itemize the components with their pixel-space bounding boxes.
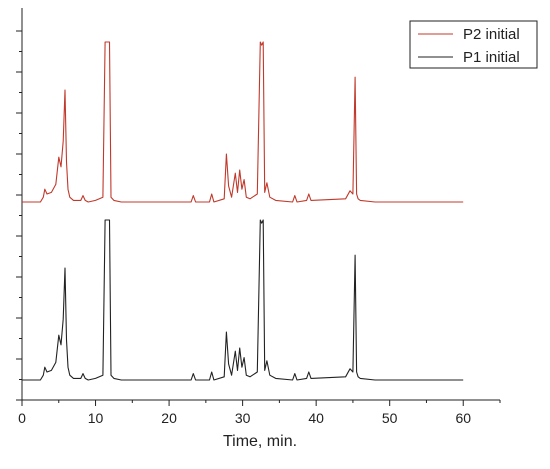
x-tick-label: 40 bbox=[308, 410, 324, 426]
series-line-p2-initial bbox=[22, 41, 464, 203]
series-layer bbox=[22, 41, 464, 381]
plot-frame bbox=[21, 8, 500, 401]
legend: P2 initial P1 initial bbox=[409, 20, 538, 69]
x-tick-label: 60 bbox=[455, 410, 471, 426]
y-axis-ticks bbox=[16, 30, 22, 401]
x-tick-label: 20 bbox=[161, 410, 177, 426]
series-line-p1-initial bbox=[22, 219, 464, 381]
x-tick-label: 10 bbox=[88, 410, 104, 426]
legend-box bbox=[409, 20, 538, 69]
x-axis-title: Time, min. bbox=[223, 433, 297, 450]
x-tick-label: 50 bbox=[382, 410, 398, 426]
x-tick-label: 30 bbox=[235, 410, 251, 426]
legend-label-p2: P2 initial bbox=[463, 26, 520, 43]
x-axis-ticks: 0 10 20 30 40 50 60 bbox=[18, 400, 501, 426]
legend-label-p1: P1 initial bbox=[463, 49, 520, 66]
x-tick-label: 0 bbox=[18, 410, 26, 426]
